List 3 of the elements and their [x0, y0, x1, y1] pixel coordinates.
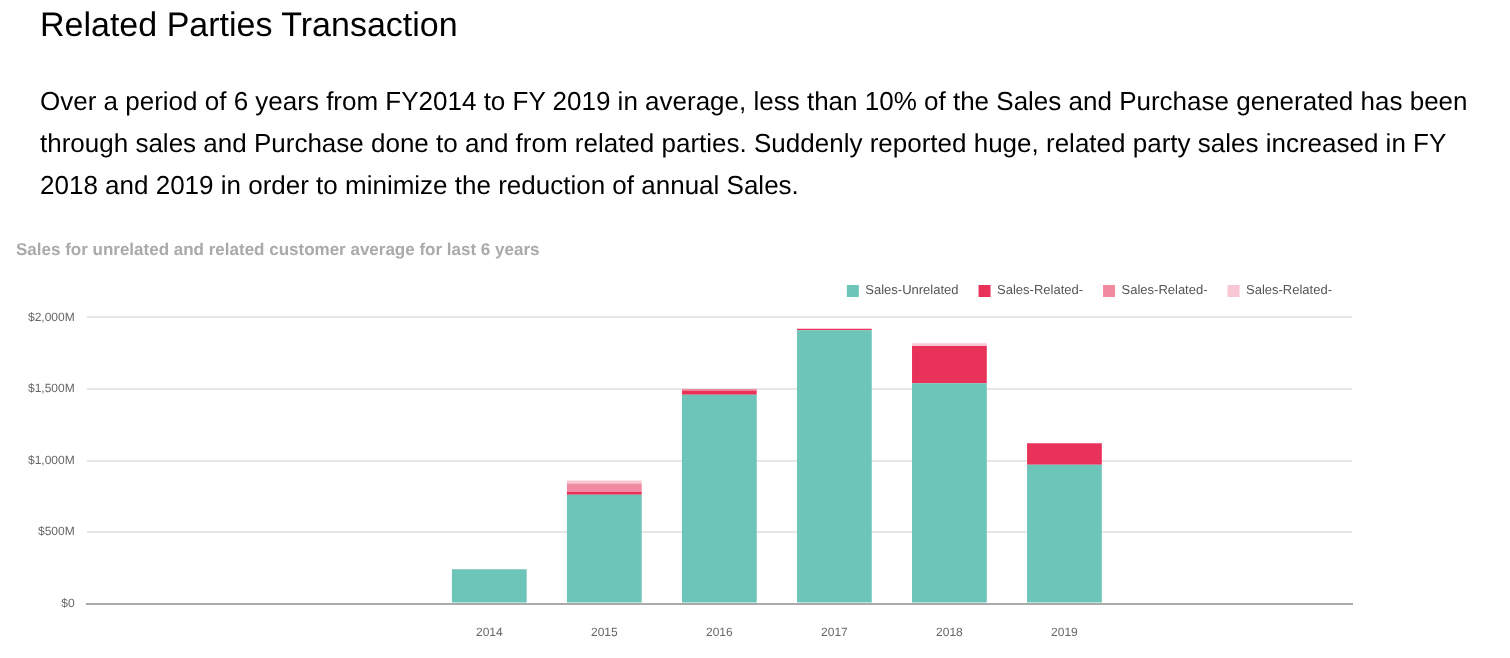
chart-subtitle: Sales for unrelated and related customer average for last 6 years	[16, 238, 540, 259]
text: Over a period of 6 years from FY2014 to FY 2019 in average, less than 10% of the Sales and Purchase generated has been through sales and Purchase done to and from related parties. Suddenly reported huge, related party sales increased in FY 2018 and 2019 in order to minimize the reduction of annual Sales.	[40, 84, 1470, 204]
chart-title: Related Parties Transaction	[40, 6, 458, 46]
